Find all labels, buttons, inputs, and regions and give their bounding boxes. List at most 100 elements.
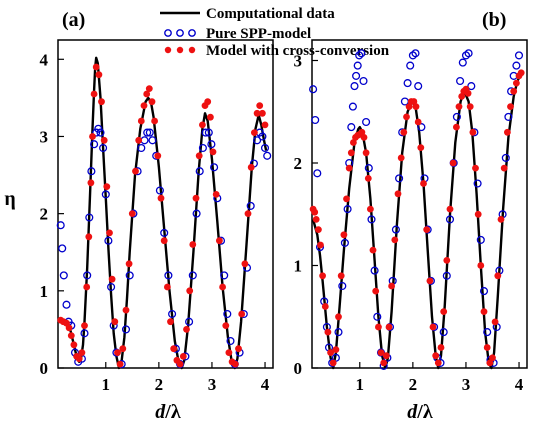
point-cross-conversion-b-16	[347, 149, 355, 157]
point-pure-spp-b-18	[353, 61, 362, 70]
point-pure-spp-b-19	[355, 51, 364, 60]
point-pure-spp-b-22	[362, 117, 371, 127]
point-cross-conversion-b-41	[410, 98, 418, 105]
point-cross-conversion-a-8	[78, 349, 86, 356]
point-pure-spp-b-33	[395, 174, 404, 183]
point-pure-spp-b-39	[411, 49, 420, 58]
point-pure-spp-a-65	[263, 151, 272, 160]
point-cross-conversion-b-13	[340, 231, 348, 239]
point-cross-conversion-a-49	[192, 194, 200, 202]
point-pure-spp-a-54	[226, 336, 235, 346]
point-pure-spp-b-59	[473, 179, 482, 188]
point-cross-conversion-a-54	[207, 113, 214, 121]
legend-open-circle-swatch	[164, 29, 196, 37]
point-pure-spp-b-40	[414, 82, 423, 91]
point-pure-spp-b-21	[359, 76, 368, 86]
point-cross-conversion-b-34	[391, 236, 399, 244]
point-cross-conversion-a-66	[244, 210, 252, 218]
point-pure-spp-b-10	[338, 281, 347, 291]
point-cross-conversion-a-12	[87, 179, 95, 187]
point-cross-conversion-b-70	[489, 354, 496, 362]
panel-b-label: (b)	[482, 9, 506, 31]
point-pure-spp-a-32	[148, 136, 157, 145]
point-cross-conversion-a-48	[189, 241, 197, 248]
point-pure-spp-b-20	[357, 49, 366, 58]
x-axis-title-b-var: d	[407, 401, 418, 423]
point-cross-conversion-a-35	[148, 98, 156, 106]
point-pure-spp-b-53	[456, 76, 465, 86]
point-pure-spp-b-73	[514, 51, 524, 60]
point-cross-conversion-b-63	[469, 128, 477, 136]
point-cross-conversion-a-4	[67, 332, 75, 339]
x-axis-title-b: d/λ	[407, 401, 433, 423]
point-cross-conversion-b-67	[480, 308, 488, 315]
point-pure-spp-b-9	[334, 328, 343, 337]
point-cross-conversion-b-46	[423, 226, 431, 234]
point-cross-conversion-b-28	[375, 323, 382, 331]
chart-panel-b: 1 2 3 4 0 1 2 3 d/λ	[294, 39, 528, 423]
point-pure-spp-a-41	[185, 317, 194, 326]
point-cross-conversion-a-15	[92, 63, 100, 71]
point-cross-conversion-b-50	[434, 359, 442, 367]
x-tick-label-a-2: 2	[155, 375, 164, 394]
point-pure-spp-b-25	[370, 266, 379, 275]
point-pure-spp-b-49	[442, 271, 451, 280]
point-cross-conversion-b-37	[400, 128, 408, 136]
point-cross-conversion-b-48	[429, 323, 437, 331]
point-cross-conversion-a-45	[179, 353, 187, 360]
point-pure-spp-a-46	[201, 128, 210, 137]
point-pure-spp-a-52	[220, 271, 229, 280]
axes-a: 1 2 3 4 0 1 2 3 4	[40, 50, 270, 394]
point-cross-conversion-b-33	[388, 282, 395, 290]
point-pure-spp-b-2	[313, 169, 322, 178]
point-cross-conversion-a-62	[231, 360, 239, 368]
point-cross-conversion-a-47	[186, 287, 194, 295]
point-cross-conversion-b-58	[458, 93, 466, 100]
point-cross-conversion-b-22	[360, 134, 368, 141]
point-cross-conversion-a-26	[122, 306, 130, 314]
y-tick-label-a-2: 2	[40, 205, 49, 224]
point-cross-conversion-b-2	[312, 216, 320, 223]
point-cross-conversion-b-77	[510, 87, 518, 95]
point-cross-conversion-b-12	[337, 272, 345, 280]
point-pure-spp-a-3	[62, 300, 71, 309]
point-cross-conversion-a-50	[195, 152, 203, 160]
point-cross-conversion-b-65	[474, 210, 482, 218]
legend: Computational data Pure SPP-model Model …	[160, 6, 390, 59]
point-cross-conversion-a-25	[119, 345, 127, 353]
point-cross-conversion-a-42	[170, 345, 178, 353]
series-line-computational-a	[60, 56, 268, 370]
point-pure-spp-b-14	[347, 123, 356, 132]
point-cross-conversion-b-35	[394, 190, 402, 198]
point-cross-conversion-b-39	[405, 103, 413, 110]
point-pure-spp-a-0	[56, 221, 65, 230]
point-cross-conversion-b-64	[472, 164, 479, 172]
point-pure-spp-a-49	[210, 163, 219, 172]
point-cross-conversion-b-56	[453, 123, 460, 131]
point-cross-conversion-a-72	[261, 121, 269, 129]
plot-area-a	[57, 39, 274, 369]
point-cross-conversion-b-52	[440, 308, 448, 315]
point-pure-spp-a-18	[101, 190, 110, 199]
point-cross-conversion-b-54	[446, 205, 454, 213]
point-pure-spp-a-19	[104, 236, 113, 245]
point-cross-conversion-b-66	[477, 262, 485, 269]
x-tick-label-b-2: 2	[409, 375, 418, 394]
point-cross-conversion-a-70	[256, 102, 264, 109]
point-cross-conversion-b-72	[494, 272, 502, 280]
point-cross-conversion-a-46	[183, 326, 190, 333]
point-cross-conversion-a-41	[167, 318, 174, 326]
point-cross-conversion-b-53	[443, 257, 451, 264]
y-tick-label-b-3: 3	[294, 52, 303, 71]
point-pure-spp-b-11	[340, 238, 349, 247]
point-cross-conversion-a-5	[70, 341, 78, 349]
point-cross-conversion-a-53	[204, 98, 212, 106]
point-pure-spp-b-68	[501, 153, 510, 162]
point-pure-spp-b-72	[512, 61, 521, 70]
point-cross-conversion-a-55	[209, 148, 217, 156]
point-pure-spp-b-12	[343, 205, 352, 214]
series-a	[56, 56, 272, 370]
legend-filled-circle-0	[164, 46, 172, 54]
point-cross-conversion-b-74	[500, 164, 508, 172]
point-cross-conversion-b-17	[350, 139, 357, 146]
